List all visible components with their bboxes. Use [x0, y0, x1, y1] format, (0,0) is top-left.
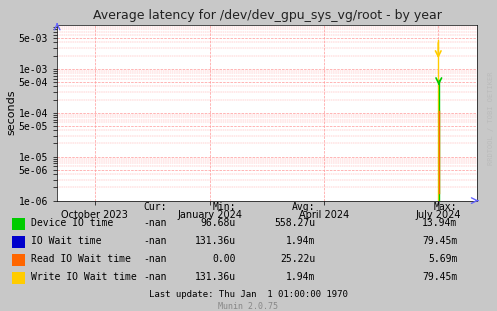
Text: 96.68u: 96.68u: [201, 218, 236, 228]
Text: 13.94m: 13.94m: [422, 218, 457, 228]
Text: Min:: Min:: [213, 202, 236, 212]
Text: Write IO Wait time: Write IO Wait time: [31, 272, 137, 282]
Text: 558.27u: 558.27u: [274, 218, 316, 228]
Text: Max:: Max:: [434, 202, 457, 212]
Text: Cur:: Cur:: [143, 202, 166, 212]
Text: Read IO Wait time: Read IO Wait time: [31, 254, 131, 264]
Text: Last update: Thu Jan  1 01:00:00 1970: Last update: Thu Jan 1 01:00:00 1970: [149, 290, 348, 299]
Text: IO Wait time: IO Wait time: [31, 236, 101, 246]
Text: RRDTOOL / TOBI OETIKER: RRDTOOL / TOBI OETIKER: [488, 72, 494, 165]
Text: Munin 2.0.75: Munin 2.0.75: [219, 302, 278, 311]
Text: 0.00: 0.00: [213, 254, 236, 264]
Title: Average latency for /dev/dev_gpu_sys_vg/root - by year: Average latency for /dev/dev_gpu_sys_vg/…: [93, 9, 441, 22]
Text: 5.69m: 5.69m: [428, 254, 457, 264]
Text: 131.36u: 131.36u: [195, 236, 236, 246]
Text: -nan: -nan: [143, 272, 166, 282]
Text: -nan: -nan: [143, 236, 166, 246]
Text: Device IO time: Device IO time: [31, 218, 113, 228]
Text: Avg:: Avg:: [292, 202, 316, 212]
Text: 79.45m: 79.45m: [422, 236, 457, 246]
Text: 25.22u: 25.22u: [280, 254, 316, 264]
Text: 1.94m: 1.94m: [286, 272, 316, 282]
Text: 131.36u: 131.36u: [195, 272, 236, 282]
Y-axis label: seconds: seconds: [6, 90, 16, 136]
Text: -nan: -nan: [143, 218, 166, 228]
Text: 1.94m: 1.94m: [286, 236, 316, 246]
Text: 79.45m: 79.45m: [422, 272, 457, 282]
Text: -nan: -nan: [143, 254, 166, 264]
